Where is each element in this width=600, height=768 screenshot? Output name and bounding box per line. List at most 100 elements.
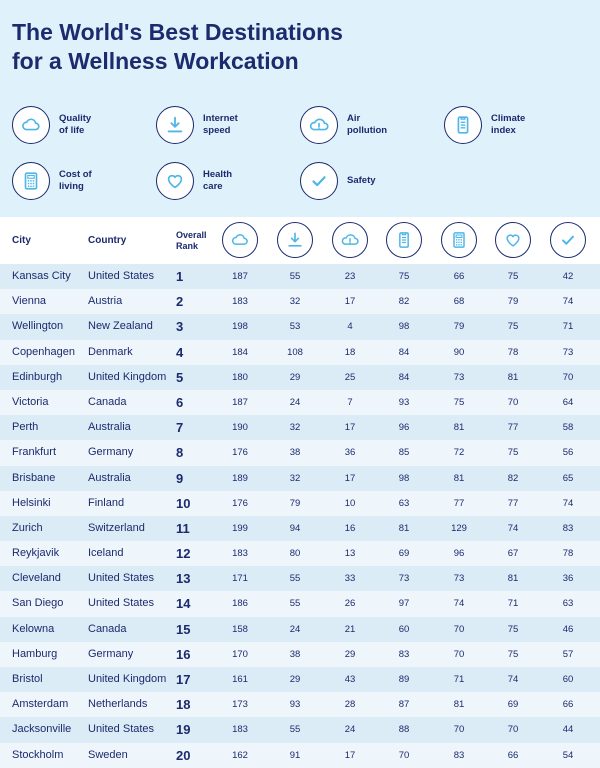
table-header: City Country Overall Rank — [0, 217, 600, 264]
cell-country: Australia — [88, 471, 131, 484]
table-row: Kelowna Canada 15 158 24 21 60 70 75 46 — [0, 616, 600, 642]
cell-internet-speed: 55 — [289, 724, 301, 736]
cell-city: Stockholm — [12, 748, 64, 761]
cell-quality-of-life: 183 — [232, 724, 248, 736]
cell-country: Canada — [88, 622, 127, 635]
table-row: Hamburg Germany 16 170 38 29 83 70 75 57 — [0, 641, 600, 667]
cell-air-pollution: 17 — [344, 422, 356, 434]
cell-cost-of-living: 81 — [453, 422, 465, 434]
legend-label-line2: speed — [203, 125, 231, 136]
cloud-icon — [12, 106, 50, 144]
cell-quality-of-life: 198 — [232, 321, 248, 333]
cell-city: Bristol — [12, 673, 43, 685]
cell-rank: 2 — [176, 294, 184, 310]
cell-rank: 17 — [176, 672, 191, 687]
cell-climate-index: 82 — [398, 296, 410, 308]
legend-climate-index: Climate index — [444, 106, 551, 144]
cell-safety: 63 — [562, 598, 574, 610]
cell-safety: 73 — [562, 346, 574, 358]
cell-health-care: 67 — [507, 548, 519, 560]
cell-country: United Kingdom — [88, 673, 167, 685]
cell-air-pollution: 13 — [344, 548, 356, 560]
thermometer-icon — [444, 106, 482, 144]
cell-air-pollution: 29 — [344, 648, 356, 660]
cell-air-pollution: 16 — [344, 522, 356, 534]
cell-internet-speed: 55 — [289, 598, 301, 610]
cell-air-pollution: 18 — [344, 346, 356, 358]
cell-country: Canada — [88, 395, 127, 408]
cell-rank: 14 — [176, 596, 191, 612]
cell-climate-index: 96 — [398, 422, 410, 434]
cell-internet-speed: 55 — [289, 271, 301, 282]
cell-health-care: 75 — [507, 321, 519, 333]
cell-quality-of-life: 189 — [232, 472, 248, 484]
cell-country: Switzerland — [88, 521, 145, 534]
cell-climate-index: 81 — [398, 522, 410, 534]
cell-health-care: 74 — [507, 522, 519, 534]
cell-quality-of-life: 162 — [232, 749, 248, 761]
cell-safety: 60 — [562, 674, 574, 685]
cell-cost-of-living: 73 — [453, 573, 465, 585]
cell-rank: 1 — [176, 269, 184, 284]
cell-quality-of-life: 186 — [232, 598, 248, 610]
cell-internet-speed: 55 — [289, 573, 301, 585]
cell-safety: 74 — [562, 296, 574, 308]
cell-air-pollution: 17 — [344, 472, 356, 484]
cell-health-care: 81 — [507, 371, 519, 383]
cell-city: Vienna — [12, 295, 47, 308]
cell-climate-index: 93 — [398, 396, 410, 408]
cell-internet-speed: 32 — [289, 422, 301, 434]
pollution-cloud-icon — [300, 106, 338, 144]
calculator-icon — [441, 222, 477, 258]
cell-quality-of-life: 161 — [232, 674, 248, 685]
cell-cost-of-living: 72 — [453, 447, 465, 459]
cell-quality-of-life: 187 — [232, 271, 248, 282]
cell-quality-of-life: 183 — [232, 296, 248, 308]
cell-safety: 74 — [562, 497, 574, 509]
cell-cost-of-living: 71 — [453, 674, 465, 685]
legend-label-line1: Safety — [347, 175, 376, 186]
cell-country: Iceland — [88, 547, 124, 560]
cell-city: Edinburgh — [12, 370, 63, 383]
legend-label-line2: index — [491, 125, 516, 136]
cell-safety: 78 — [562, 548, 574, 560]
cell-safety: 44 — [562, 724, 574, 736]
cell-safety: 83 — [562, 522, 574, 534]
cell-city: Brisbane — [12, 471, 56, 484]
cell-quality-of-life: 183 — [232, 548, 248, 560]
cell-city: Wellington — [12, 320, 64, 333]
legend-quality-of-life: Quality of life — [12, 106, 119, 144]
cell-internet-speed: 79 — [289, 497, 301, 509]
cell-internet-speed: 91 — [289, 749, 301, 761]
cell-cost-of-living: 79 — [453, 321, 465, 333]
heart-icon — [156, 162, 194, 200]
cell-air-pollution: 17 — [344, 296, 356, 308]
cell-air-pollution: 26 — [344, 598, 356, 610]
cell-air-pollution: 25 — [344, 371, 356, 383]
cell-health-care: 81 — [507, 573, 519, 585]
cell-cost-of-living: 81 — [453, 472, 465, 484]
table-row: Reykjavik Iceland 12 183 80 13 69 96 67 78 — [0, 541, 600, 567]
cell-climate-index: 85 — [398, 447, 410, 459]
cell-internet-speed: 38 — [289, 648, 301, 660]
cell-safety: 57 — [562, 648, 574, 660]
cell-health-care: 77 — [507, 497, 519, 509]
table-row: Wellington New Zealand 3 198 53 4 98 79 75 71 — [0, 314, 600, 340]
legend-label-line2: living — [59, 181, 84, 192]
checkmark-icon — [550, 222, 586, 258]
cell-rank: 9 — [176, 470, 184, 486]
cell-safety: 70 — [562, 371, 574, 383]
cell-air-pollution: 4 — [347, 321, 353, 333]
legend-label-line2: pollution — [347, 125, 388, 136]
cell-city: Jacksonville — [12, 723, 72, 736]
cell-city: Victoria — [12, 395, 49, 408]
cell-rank: 12 — [176, 546, 191, 562]
cell-rank: 7 — [176, 420, 184, 436]
cell-climate-index: 88 — [398, 724, 410, 736]
cell-city: Perth — [12, 421, 39, 434]
legend-label-line1: Air — [347, 113, 361, 124]
cell-safety: 66 — [562, 699, 574, 711]
legend-label-line2: care — [203, 181, 223, 192]
cell-country: United States — [88, 597, 155, 610]
cell-country: United States — [88, 270, 155, 282]
